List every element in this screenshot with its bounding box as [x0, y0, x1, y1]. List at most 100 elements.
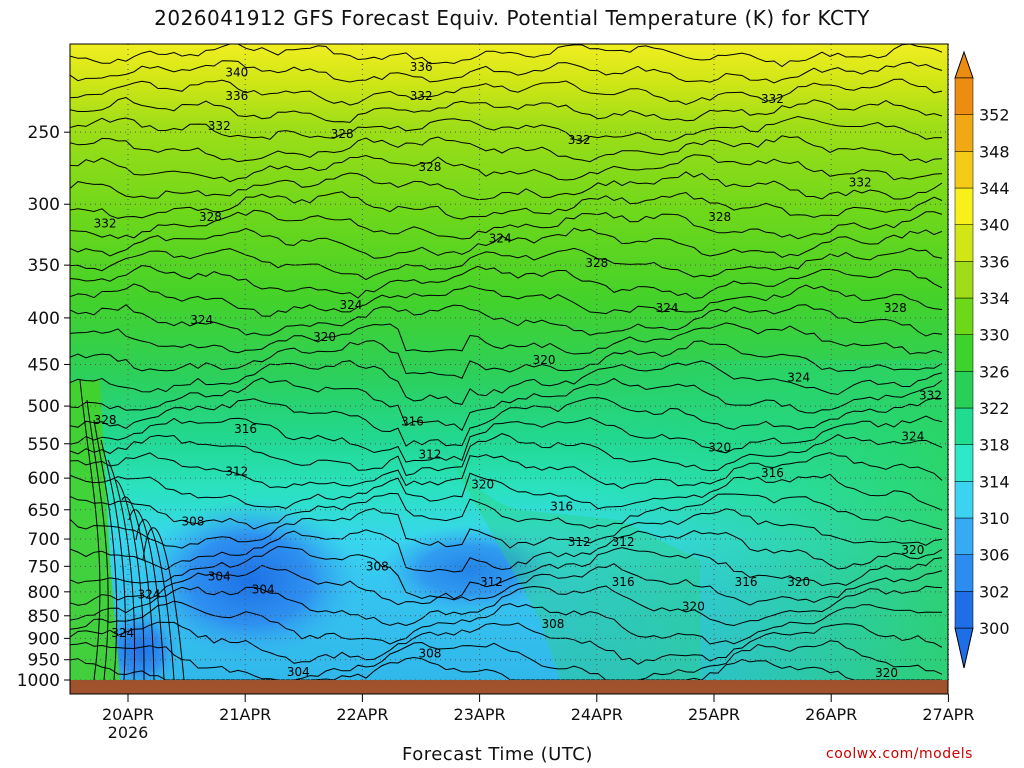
contour-label: 324: [138, 587, 161, 601]
contour-label: 320: [708, 440, 731, 454]
contour-label: 332: [761, 92, 784, 106]
contour-line: [70, 209, 943, 240]
contour-line: [70, 44, 943, 68]
contour-label: 312: [419, 447, 442, 461]
contour-line: [86, 399, 109, 680]
contour-line: [70, 656, 942, 680]
contour-line: [70, 191, 943, 220]
contour-label: 324: [340, 298, 363, 312]
contour-label: 308: [181, 515, 204, 529]
contour-label: 312: [480, 575, 503, 589]
contour-line: [70, 154, 943, 183]
contour-label: 304: [252, 582, 275, 596]
contour-label: 328: [94, 413, 117, 427]
x-axis-label: Forecast Time (UTC): [402, 744, 593, 765]
y-tick-label: 400: [28, 309, 60, 329]
y-tick-label: 1000: [17, 671, 60, 691]
colorbar-label: 352: [979, 106, 1010, 125]
contour-label: 316: [550, 500, 573, 514]
colorbar-label: 348: [979, 142, 1010, 161]
contour-label: 324: [190, 313, 213, 327]
contour-label: 316: [401, 415, 424, 429]
contour-line: [70, 640, 943, 680]
contour-label: 332: [410, 89, 433, 103]
contour-label: 308: [366, 559, 389, 573]
colorbar-label: 330: [979, 326, 1010, 345]
contour-line: [70, 360, 943, 405]
contour-label: 320: [875, 666, 898, 680]
contour-label: 312: [568, 535, 591, 549]
colorbar-label: 326: [979, 362, 1010, 381]
colorbar-swatch: [954, 77, 974, 115]
contour-line: [70, 415, 943, 463]
y-tick-label: 800: [28, 583, 60, 603]
contour-label: 308: [541, 617, 564, 631]
ground-surface: [70, 680, 948, 694]
colorbar-swatch: [954, 224, 974, 262]
y-tick-label: 600: [28, 469, 60, 489]
contour-line: [70, 78, 943, 106]
x-tick-label: 21APR: [219, 705, 271, 724]
contour-label: 336: [410, 60, 433, 74]
colorbar-swatch: [954, 444, 974, 482]
contour-label: 324: [489, 231, 512, 245]
colorbar-swatch: [954, 481, 974, 519]
colorbar-arrow-bottom: [954, 627, 974, 669]
colorbar-label: 322: [979, 399, 1010, 418]
contour-line: [70, 585, 943, 627]
x-year-label: 2026: [108, 723, 149, 742]
contour-line: [70, 621, 943, 665]
contour-label: 316: [735, 575, 758, 589]
contour-line: [70, 227, 943, 259]
contour-label: 332: [919, 389, 942, 403]
y-tick-label: 300: [28, 195, 60, 215]
x-tick-label: 20APR: [102, 705, 154, 724]
contour-label: 332: [849, 176, 872, 190]
contour-label: 308: [419, 646, 442, 660]
contour-line: [70, 283, 943, 317]
y-tick-label: 750: [28, 557, 60, 577]
colorbar-swatch: [954, 407, 974, 445]
colorbar-label: 310: [979, 509, 1010, 528]
contour-line: [121, 496, 155, 680]
colorbar-label: 300: [979, 619, 1010, 638]
contour-line: [70, 529, 943, 573]
contour-label: 320: [901, 543, 924, 557]
colorbar-swatch: [954, 334, 974, 372]
contour-line: [70, 247, 943, 281]
contour-line: [70, 377, 943, 432]
contour-label: 320: [533, 353, 556, 367]
colorbar-arrow-top: [954, 50, 974, 79]
contour-label: 332: [568, 133, 591, 147]
contour-label: 328: [331, 127, 354, 141]
contour-line: [114, 479, 145, 680]
contour-label: 328: [884, 301, 907, 315]
contour-label: 320: [682, 599, 705, 613]
contour-line: [135, 519, 175, 680]
contour-label: 332: [94, 217, 117, 231]
contour-label: 324: [111, 626, 134, 640]
contour-label: 304: [287, 665, 310, 679]
theta-e-field: [70, 44, 948, 680]
colorbar-swatch: [954, 114, 974, 152]
colorbar-swatch: [954, 261, 974, 299]
contour-line: [107, 459, 135, 680]
contour-label: 320: [787, 575, 810, 589]
colorbar-label: 318: [979, 436, 1010, 455]
y-tick-label: 700: [28, 530, 60, 550]
contour-label: 324: [901, 430, 924, 444]
contour-line: [70, 135, 943, 164]
contour-label: 328: [199, 210, 222, 224]
contour-label: 316: [761, 466, 784, 480]
y-tick-label: 250: [28, 123, 60, 143]
contour-line: [70, 322, 943, 355]
colorbar-swatch: [954, 371, 974, 409]
contour-label: 332: [208, 119, 231, 133]
contour-label: 320: [471, 478, 494, 492]
contour-label: 340: [225, 66, 248, 80]
colorbar-label: 336: [979, 252, 1010, 271]
x-tick-label: 27APR: [922, 705, 974, 724]
contour-label: 324: [787, 370, 810, 384]
plot-frame: [69, 43, 949, 695]
credit-link[interactable]: coolwx.com/models: [826, 746, 973, 762]
